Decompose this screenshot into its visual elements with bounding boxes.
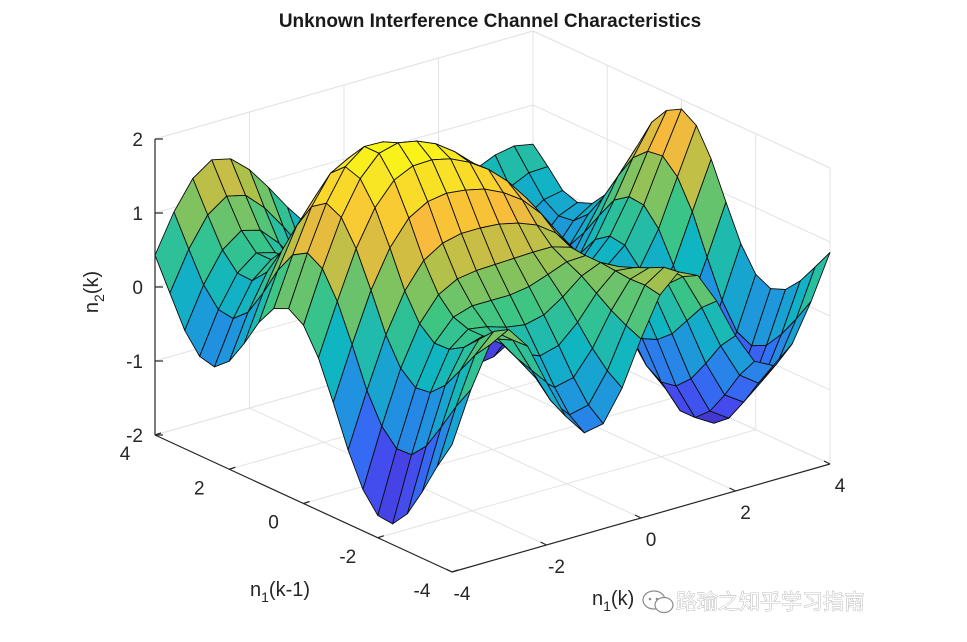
y-tick-mark [229,466,236,470]
z-axis-label: n2(k) [81,271,107,313]
y-tick-label: -2 [339,547,356,568]
x-tick-mark [445,568,453,573]
x-axis-label-rest: (k) [611,588,634,610]
y-axis-label: n1(k-1) [250,579,310,605]
z-tick-label: -2 [126,426,143,447]
y-axis-label-sub: 1 [261,589,269,605]
z-tick-label: -1 [126,352,143,373]
x-tick-label: 4 [835,476,846,497]
y-tick-label: 2 [194,478,205,499]
x-tick-mark [729,487,736,492]
x-tick-label: -2 [548,557,565,578]
z-axis-label-base: n [81,302,103,313]
surface-plot [154,108,831,525]
grid-line-y-floor [377,429,756,539]
chart-title: Unknown Interference Channel Characteris… [279,11,701,32]
y-tick-mark [377,535,384,539]
surface-patch [436,389,472,468]
axes-box [154,138,831,573]
box-edge [532,30,831,169]
x-axis-label-base: n [592,588,603,610]
watermark-text: 路瑜之知乎学习指南 [676,590,865,614]
z-tick-label: 0 [132,278,143,299]
y-axis-label-rest: (k-1) [269,579,310,601]
z-tick-label: 2 [132,130,143,151]
watermark: 路瑜之知乎学习指南 [642,590,865,614]
z-axis-label-rest: (k) [81,271,103,294]
x-tick-label: 2 [740,503,751,524]
x-tick-label: -4 [454,584,471,605]
x-axis-label: n1(k) [592,588,634,614]
wechat-bubble-icon [642,590,674,614]
y-tick-mark [303,500,310,505]
x-tick-mark [540,541,547,546]
x-tick-mark [823,460,831,465]
z-tick-label: 1 [132,204,143,225]
x-axis-label-sub: 1 [603,598,611,614]
y-tick-mark [451,569,459,573]
x-tick-label: 0 [646,530,657,551]
x-tick-mark [634,514,642,519]
y-axis-label-base: n [250,579,261,601]
y-tick-label: 0 [268,513,279,534]
box-edge [154,30,534,140]
y-tick-label: 4 [120,444,131,465]
y-tick-label: -4 [414,581,431,602]
z-axis-label-sub: 2 [91,294,107,302]
